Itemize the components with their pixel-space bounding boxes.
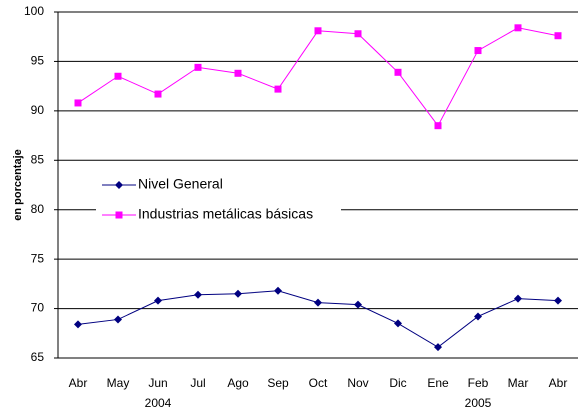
x-tick-label: Ago — [227, 376, 249, 390]
marker — [434, 343, 442, 352]
x-tick-label: Mar — [508, 376, 529, 390]
x-tick-label: Ene — [427, 376, 449, 390]
marker — [234, 69, 242, 77]
marker — [514, 24, 522, 32]
y-tick-label: 95 — [31, 54, 45, 68]
y-tick-label: 75 — [31, 251, 45, 265]
marker — [115, 211, 123, 219]
marker — [114, 315, 122, 324]
x-tick-label: Dic — [389, 376, 406, 390]
marker — [354, 300, 362, 309]
x-tick-label: Nov — [347, 376, 368, 390]
marker — [314, 298, 322, 307]
marker — [115, 181, 123, 189]
marker — [74, 320, 82, 329]
marker — [554, 32, 562, 40]
marker — [114, 72, 122, 80]
x-tick-label: Feb — [468, 376, 489, 390]
y-tick-label: 100 — [24, 4, 44, 18]
marker — [514, 294, 522, 303]
marker — [274, 286, 282, 295]
y-tick-label: 65 — [31, 350, 45, 364]
marker — [394, 319, 402, 328]
marker — [474, 47, 482, 55]
x-tick-label: Sep — [267, 376, 289, 390]
legend-box — [96, 170, 341, 230]
marker — [474, 312, 482, 321]
marker — [434, 122, 442, 130]
x-group-label: 2005 — [465, 396, 492, 409]
y-tick-label: 70 — [31, 301, 45, 315]
marker — [154, 296, 162, 305]
y-tick-label: 85 — [31, 152, 45, 166]
marker — [554, 296, 562, 305]
marker — [274, 85, 282, 93]
marker — [154, 90, 162, 98]
y-tick-label: 90 — [31, 103, 45, 117]
x-tick-label: May — [107, 376, 130, 390]
marker — [394, 68, 402, 76]
x-group-label: 2004 — [145, 396, 172, 409]
legend-label: Nivel General — [138, 176, 223, 192]
legend-label: Industrias metálicas básicas — [138, 206, 313, 222]
marker — [194, 63, 202, 71]
x-tick-label: Abr — [549, 376, 568, 390]
marker — [74, 99, 82, 107]
y-tick-label: 80 — [31, 202, 45, 216]
y-axis-label: en porcentaje — [12, 149, 24, 221]
x-tick-label: Jun — [148, 376, 167, 390]
marker — [234, 289, 242, 298]
marker — [354, 30, 362, 38]
marker — [314, 27, 322, 35]
x-tick-label: Abr — [69, 376, 88, 390]
x-tick-label: Jul — [190, 376, 205, 390]
marker — [194, 290, 202, 299]
x-tick-label: Oct — [309, 376, 328, 390]
